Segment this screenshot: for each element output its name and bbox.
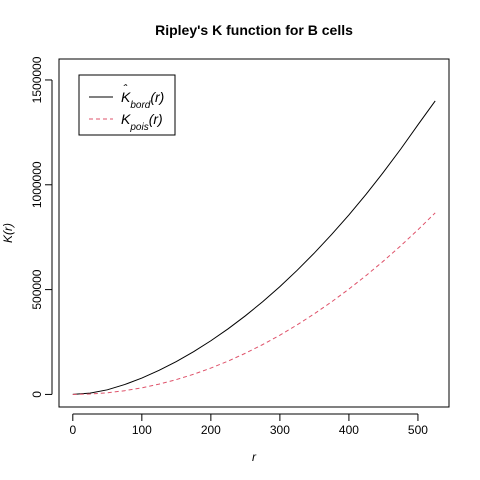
x-axis-label: r	[252, 450, 257, 464]
x-tick-label: 200	[201, 423, 221, 437]
legend-label-1: Kbord(r)	[121, 89, 164, 111]
y-tick-label: 1000000	[30, 161, 44, 208]
x-tick-label: 100	[132, 423, 152, 437]
y-tick-label: 0	[30, 391, 44, 398]
legend-label-2: Kpois(r)	[121, 111, 163, 133]
y-tick-label: 500000	[30, 269, 44, 309]
plot-frame	[58, 58, 450, 408]
series-line-1	[72, 100, 436, 395]
x-tick-label: 400	[339, 423, 359, 437]
series-line-2	[72, 212, 436, 395]
legend-box	[78, 74, 176, 136]
series-layer	[72, 100, 436, 395]
x-tick-label: 0	[69, 423, 76, 437]
x-axis: 0 100 200 300 400 500	[69, 413, 428, 437]
y-axis: 0 500000 1000000 1500000	[30, 56, 53, 398]
legend: Kbord(r)ˆ Kpois(r)	[78, 74, 176, 136]
x-tick-label: 500	[408, 423, 428, 437]
y-axis-label: K(r)	[1, 223, 15, 243]
y-tick-label: 1500000	[30, 56, 44, 103]
legend-hat-mark: ˆ	[123, 82, 128, 96]
chart-title: Ripley's K function for B cells	[155, 22, 353, 38]
x-tick-label: 300	[270, 423, 290, 437]
